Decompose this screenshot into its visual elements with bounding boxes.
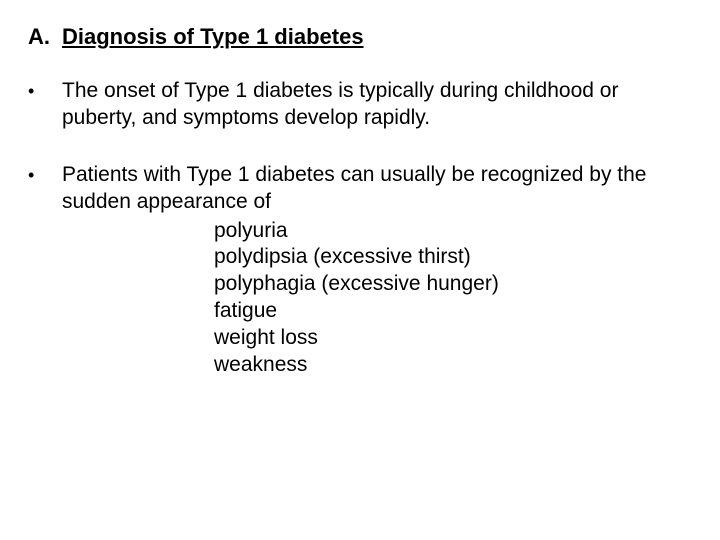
symptom-item: weight loss bbox=[214, 325, 692, 352]
bullet-marker: • bbox=[28, 162, 62, 187]
symptom-item: polyuria bbox=[214, 218, 692, 245]
bullet-item: • Patients with Type 1 diabetes can usua… bbox=[28, 162, 692, 379]
bullet-body: Patients with Type 1 diabetes can usuall… bbox=[62, 162, 692, 379]
symptom-item: polydipsia (excessive thirst) bbox=[214, 244, 692, 271]
section-heading: A. Diagnosis of Type 1 diabetes bbox=[28, 24, 692, 50]
bullet-marker: • bbox=[28, 78, 62, 103]
symptom-item: polyphagia (excessive hunger) bbox=[214, 271, 692, 298]
heading-label: A. bbox=[28, 24, 62, 50]
symptom-item: weakness bbox=[214, 352, 692, 379]
bullet-item: • The onset of Type 1 diabetes is typica… bbox=[28, 78, 692, 132]
symptom-list: polyuria polydipsia (excessive thirst) p… bbox=[62, 218, 692, 379]
heading-title: Diagnosis of Type 1 diabetes bbox=[62, 24, 364, 50]
bullet-text: The onset of Type 1 diabetes is typicall… bbox=[62, 78, 692, 132]
bullet-intro: Patients with Type 1 diabetes can usuall… bbox=[62, 162, 692, 216]
symptom-item: fatigue bbox=[214, 298, 692, 325]
